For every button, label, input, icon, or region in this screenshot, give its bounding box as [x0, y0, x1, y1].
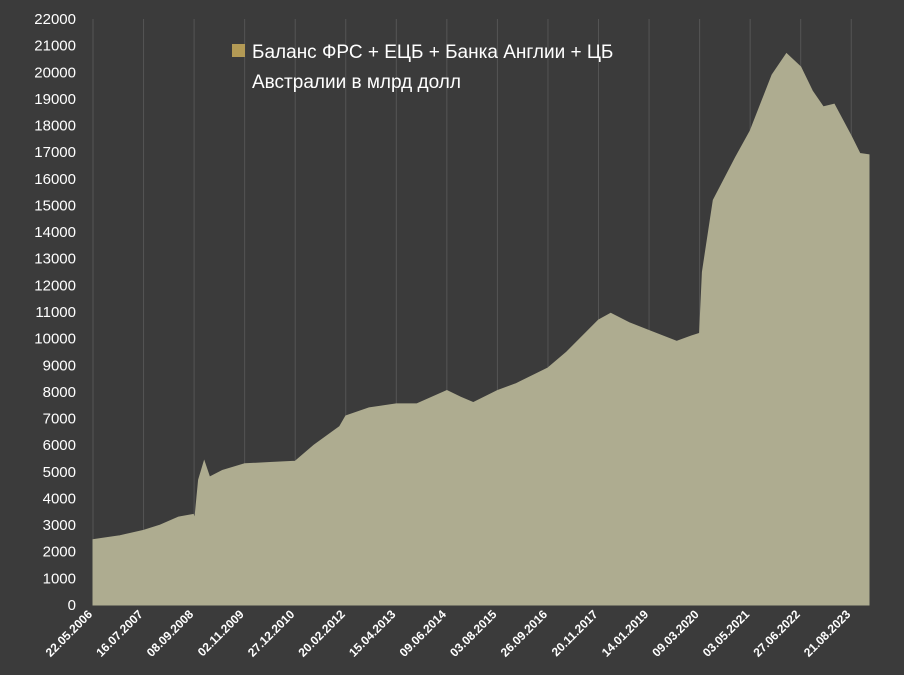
x-tick-label: 09.03.2020: [649, 607, 702, 660]
x-tick-label: 27.12.2010: [245, 607, 298, 660]
series-area: [92, 52, 870, 606]
x-tick-label: 21.08.2023: [801, 607, 854, 660]
y-tick-label: 17000: [34, 144, 76, 161]
x-tick-label: 27.06.2022: [750, 607, 803, 660]
y-tick-label: 5000: [43, 464, 76, 481]
y-tick-label: 1000: [43, 570, 76, 587]
y-tick-label: 2000: [43, 544, 76, 561]
x-tick-label: 08.09.2008: [144, 607, 197, 660]
y-tick-label: 19000: [34, 91, 76, 108]
y-tick-label: 13000: [34, 251, 76, 268]
y-axis: 0 1000 2000 3000 4000 5000 6000 7000 8000 9000 100…: [34, 11, 76, 614]
y-tick-label: 6000: [43, 437, 76, 454]
y-tick-label: 7000: [43, 411, 76, 428]
x-tick-label: 02.11.2009: [195, 607, 247, 659]
y-tick-label: 15000: [34, 197, 76, 214]
x-tick-label: 15.04.2013: [346, 607, 399, 660]
y-tick-label: 10000: [34, 331, 76, 348]
y-tick-label: 12000: [34, 277, 76, 294]
x-tick-label: 14.01.2019: [599, 607, 652, 660]
legend-label-line-1: Баланс ФРС + ЕЦБ + Банка Англии + ЦБ: [252, 42, 613, 63]
y-tick-label: 0: [68, 597, 76, 614]
y-tick-label: 4000: [43, 490, 76, 507]
legend: Баланс ФРС + ЕЦБ + Банка Англии + ЦБ Авс…: [232, 42, 613, 93]
x-axis: 22.05.200616.07.200708.09.200802.11.2009…: [43, 607, 854, 660]
x-tick-label: 22.05.2006: [43, 607, 96, 660]
legend-label-line-2: Австралии в млрд долл: [252, 72, 461, 93]
x-tick-label: 20.11.2017: [549, 607, 601, 659]
x-tick-label: 09.06.2014: [397, 607, 450, 660]
y-tick-label: 14000: [34, 224, 76, 241]
x-tick-label: 16.07.2007: [93, 607, 146, 660]
y-tick-label: 22000: [34, 11, 76, 28]
x-tick-label: 26.09.2016: [498, 607, 551, 660]
y-tick-label: 16000: [34, 171, 76, 188]
y-tick-label: 8000: [43, 384, 76, 401]
y-tick-label: 18000: [34, 118, 76, 135]
x-tick-label: 20.02.2012: [296, 607, 349, 660]
legend-swatch: [232, 44, 245, 57]
y-tick-label: 21000: [34, 38, 76, 55]
y-tick-label: 3000: [43, 517, 76, 534]
x-tick-label: 03.08.2015: [447, 607, 500, 660]
x-tick-label: 03.05.2021: [700, 607, 753, 660]
y-tick-label: 11000: [35, 304, 76, 321]
y-tick-label: 20000: [34, 64, 76, 81]
y-tick-label: 9000: [43, 357, 76, 374]
area-layer: [92, 52, 870, 606]
